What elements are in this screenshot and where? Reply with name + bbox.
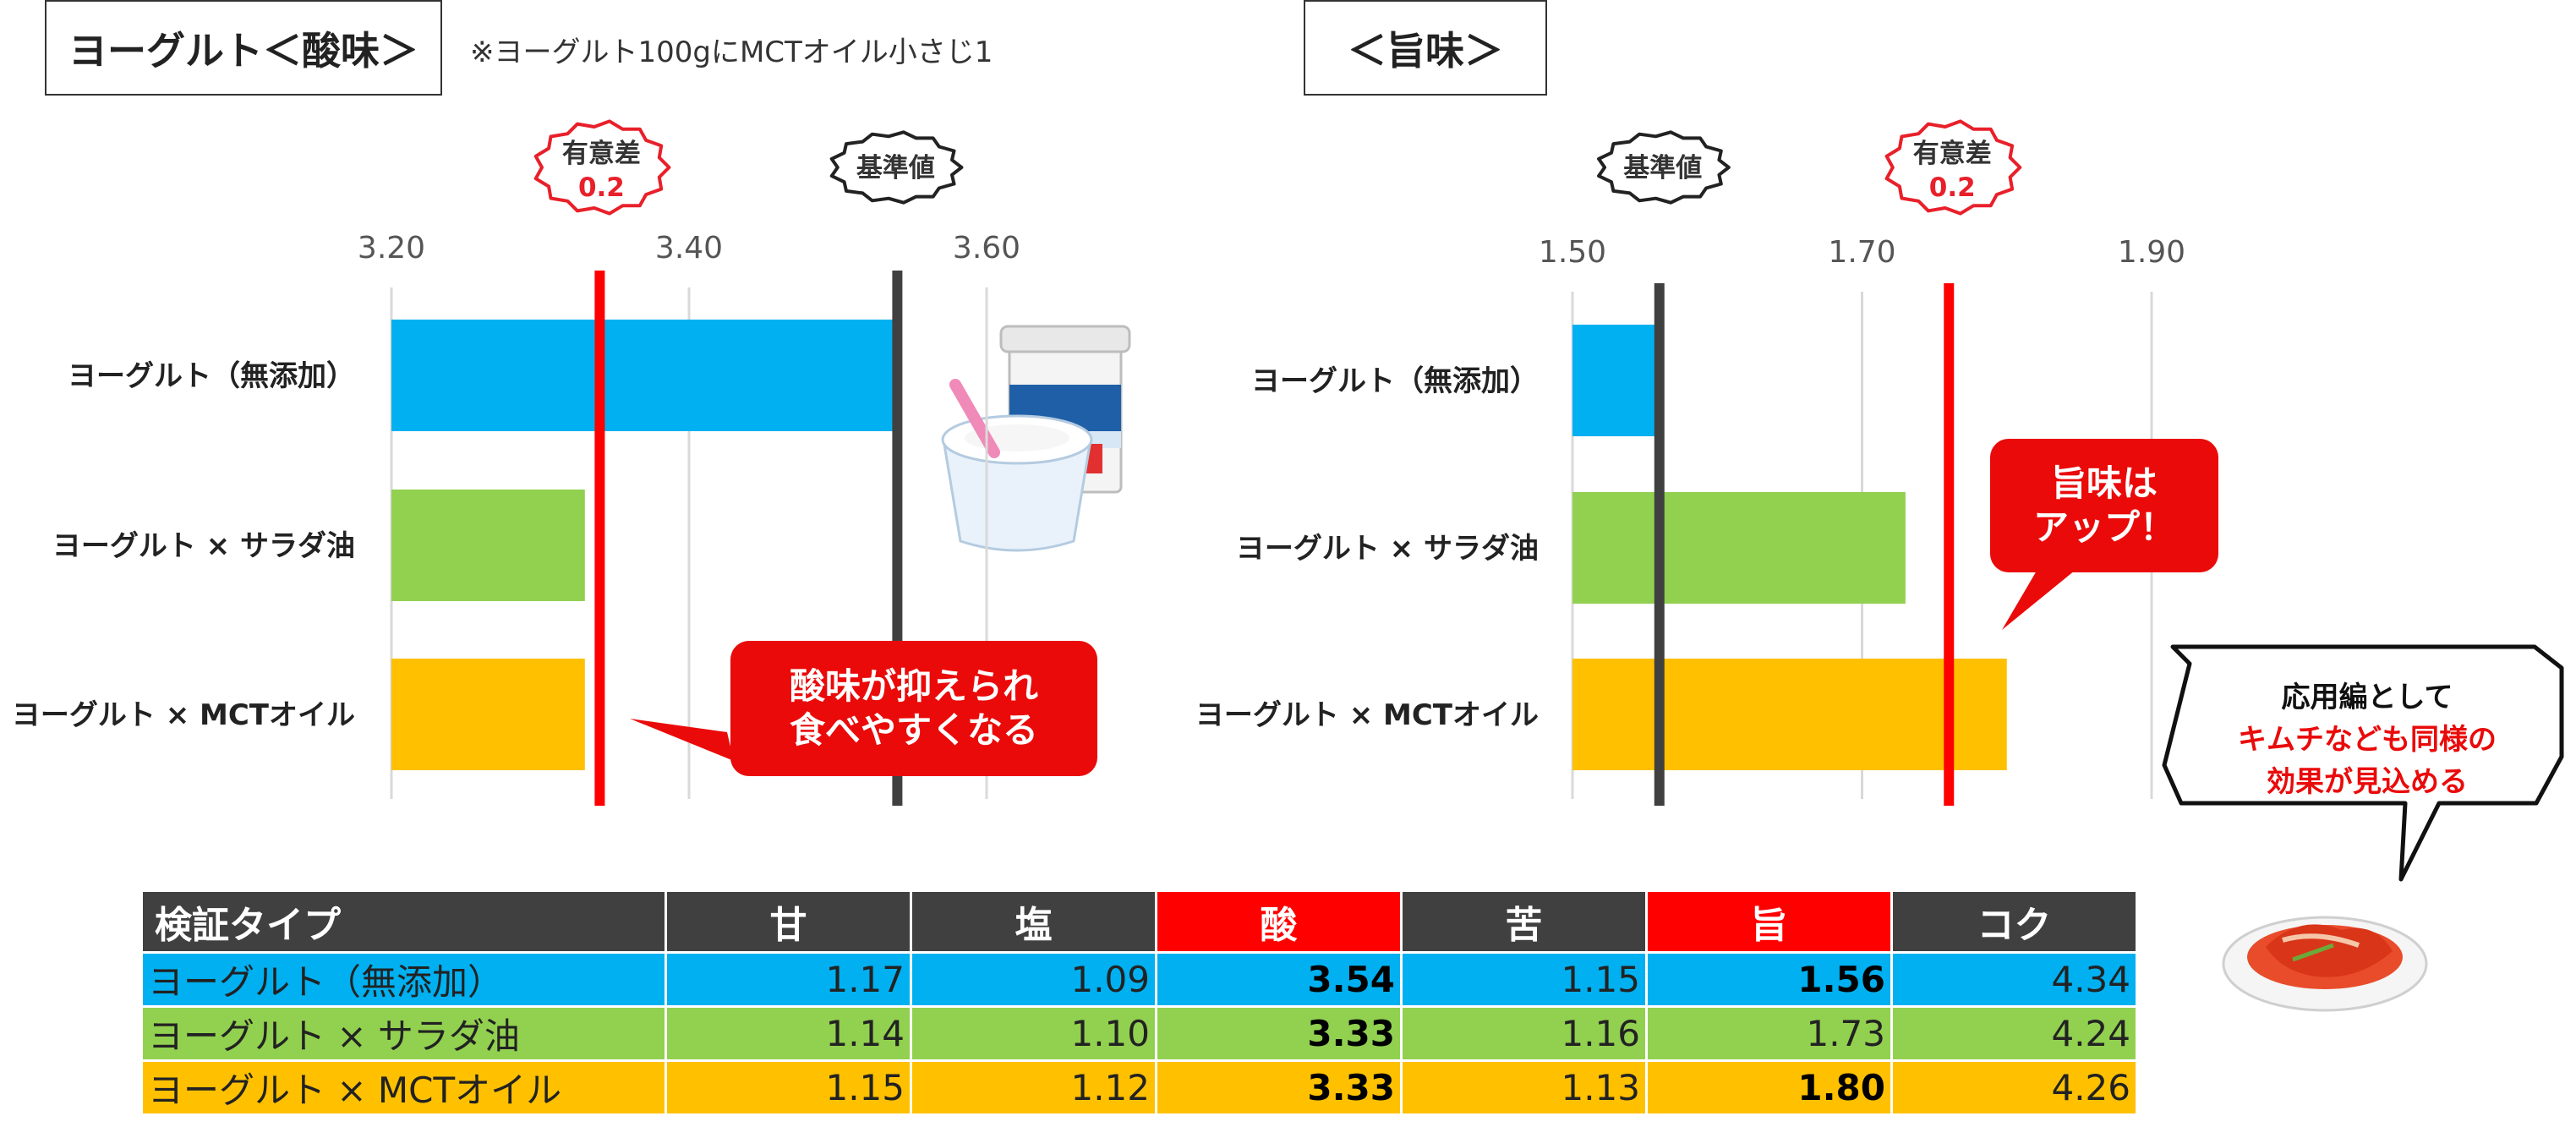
table-cell: 1.10 [910,1005,1157,1062]
category-label: ヨーグルト（無添加） [68,359,355,393]
table-cell: 1.15 [1400,951,1648,1008]
table-cell: 1.17 [665,951,912,1008]
table-cell: 1.13 [1400,1059,1648,1116]
category-label: ヨーグルト × サラダ油 [52,529,355,563]
table-cell: 3.33 [1155,1059,1403,1116]
table-cell: 3.33 [1155,1005,1403,1062]
table-row-label: ヨーグルト（無添加） [140,951,667,1008]
significance-label: 有意差 [1913,139,1992,169]
tick-label: 3.60 [953,231,1020,265]
table-header-cell: 苦 [1400,889,1648,954]
table-header-cell: 塩 [910,889,1157,954]
umami-callout-line2: アップ！ [2032,506,2175,548]
table-cell: 1.14 [665,1005,912,1062]
bar [1572,325,1660,436]
kimchi-callout-text: 応用編として キムチなども同様の 効果が見込める [2181,676,2553,803]
table-header-cell: 甘 [665,889,912,954]
umami-callout-tail [2002,566,2080,630]
baseline-label: 基準値 [856,153,935,183]
table-cell: 3.54 [1155,951,1403,1008]
table-cell: 1.56 [1645,951,1893,1008]
sour-callout-line2: 食べやすくなる [789,709,1038,751]
right-chart-title: ＜旨味＞ [1304,0,1547,96]
tick-label: 3.40 [655,231,723,265]
table-cell: 1.15 [665,1059,912,1116]
umami-callout: 旨味は アップ！ [1990,439,2218,572]
table-row: ヨーグルト × MCTオイル 1.15 1.12 3.33 1.13 1.80 … [140,1059,2138,1116]
kimchi-callout-line2: キムチなども同様の [2238,723,2497,757]
kimchi-callout-line1: 応用編として [2281,681,2453,714]
category-label: ヨーグルト × サラダ油 [1236,532,1539,566]
category-label: ヨーグルト × MCTオイル [12,698,355,732]
umami-callout-line1: 旨味は [2050,462,2158,504]
baseline-label: 基準値 [1623,153,1702,183]
significance-label: 有意差 [562,139,641,169]
table-row-label: ヨーグルト × サラダ油 [140,1005,667,1062]
table-header-cell: コク [1890,889,2138,954]
tick-label: 3.20 [358,231,425,265]
table-cell: 1.09 [910,951,1157,1008]
kimchi-speech-bubble [2162,644,2564,882]
category-label: ヨーグルト × MCTオイル [1195,698,1539,732]
sourness-chart: 3.20 3.40 3.60 ヨーグルト（無添加） ヨーグルト × サラダ油ヨーグルト … [12,119,1020,806]
tick-label: 1.70 [1828,235,1895,270]
bar [1572,659,2007,770]
table-cell: 1.80 [1645,1059,1893,1116]
table-cell: 4.24 [1890,1005,2138,1062]
table-header-cell: 旨 [1645,889,1893,954]
table-row-label: ヨーグルト × MCTオイル [140,1059,667,1116]
bar [391,490,585,601]
left-chart-title: ヨーグルト＜酸味＞ [45,0,442,96]
baseline-badge: 基準値 [829,130,964,205]
table-header-row: 検証タイプ 甘 塩 酸 苦 旨 コク [140,889,2138,954]
badge-shape [1597,130,1731,205]
table-cell: 1.73 [1645,1005,1893,1062]
sour-callout-tail [630,719,734,761]
badge-shape [533,119,671,216]
table-header-cell: 検証タイプ [140,889,667,954]
table-cell: 4.26 [1890,1059,2138,1116]
category-label: ヨーグルト（無添加） [1251,364,1539,398]
data-table: 検証タイプ 甘 塩 酸 苦 旨 コク ヨーグルト（無添加） 1.17 1.09 … [140,889,2138,1116]
table-row: ヨーグルト × サラダ油 1.14 1.10 3.33 1.16 1.73 4.… [140,1005,2138,1062]
yogurt-illustration [941,325,1131,552]
table-cell: 1.16 [1400,1005,1648,1062]
significance-value: 0.2 [578,172,625,203]
table-cell: 1.12 [910,1059,1157,1116]
badge-shape [829,130,964,205]
kimchi-callout-line3: 効果が見込める [2267,765,2468,799]
tick-label: 1.50 [1539,235,1606,270]
sour-callout-line1: 酸味が抑えられ [789,665,1038,707]
note-text: ※ヨーグルト100gにMCTオイル小さじ1 [470,36,993,69]
bar [391,659,585,770]
table-cell: 4.34 [1890,951,2138,1008]
badge-shape [1884,119,2022,216]
umami-chart: 1.50 1.70 1.90 ヨーグルト（無添加） ヨーグルト × サラダ油ヨーグルト … [1195,119,2185,806]
kimchi-illustration [2222,916,2428,1012]
table-header-cell: 酸 [1155,889,1403,954]
bar [1572,492,1906,604]
significance-value: 0.2 [1929,172,1976,203]
tick-label: 1.90 [2118,235,2185,270]
bar [391,320,898,431]
table-row: ヨーグルト（無添加） 1.17 1.09 3.54 1.15 1.56 4.34 [140,951,2138,1008]
baseline-badge: 基準値 [1597,130,1731,205]
sour-callout: 酸味が抑えられ 食べやすくなる [730,641,1097,776]
